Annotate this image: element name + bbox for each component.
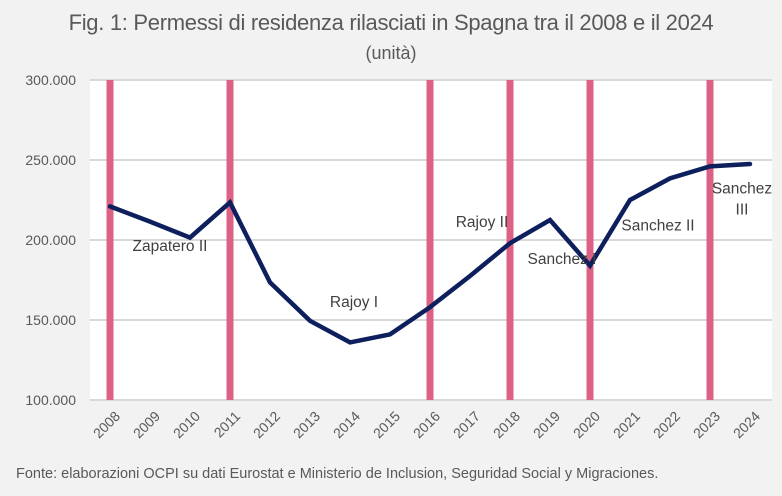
x-tick-label: 2016	[410, 408, 443, 441]
annotation-label: Rajoy I	[330, 294, 378, 311]
x-tick-label: 2020	[570, 408, 603, 441]
marker-line-2016	[426, 80, 434, 400]
y-tick-label: 200.000	[25, 232, 76, 248]
marker-line-2023	[706, 80, 714, 400]
annotation-label: III	[736, 201, 749, 218]
government-change-markers	[106, 80, 714, 400]
annotations: Zapatero II Rajoy I Rajoy II Sanchez I Sanch…	[133, 181, 773, 312]
x-tick-label: 2024	[730, 408, 763, 441]
x-tick-label: 2023	[690, 408, 723, 441]
y-tick-label: 300.000	[25, 72, 76, 88]
marker-line-2018	[506, 80, 514, 400]
y-axis: 100.000 150.000 200.000 250.000 300.000	[25, 72, 76, 408]
y-tick-label: 100.000	[25, 392, 76, 408]
y-tick-label: 150.000	[25, 312, 76, 328]
x-tick-label: 2021	[610, 408, 643, 441]
x-tick-label: 2018	[490, 408, 523, 441]
x-tick-label: 2019	[530, 408, 563, 441]
x-tick-label: 2008	[90, 408, 123, 441]
x-tick-label: 2009	[130, 408, 163, 441]
annotation-label: Sanchez	[712, 181, 772, 198]
x-tick-label: 2015	[370, 408, 403, 441]
series	[107, 161, 753, 345]
x-tick-label: 2022	[650, 408, 683, 441]
annotation-label: Zapatero II	[133, 238, 208, 255]
x-tick-label: 2012	[250, 408, 283, 441]
annotation-label: Sanchez I	[528, 251, 597, 268]
x-axis: 2008 2009 2010 2011 2012 2013 2014 2015 2016 2017…	[90, 408, 763, 441]
x-tick-label: 2017	[450, 408, 483, 441]
x-tick-label: 2013	[290, 408, 323, 441]
source-note: Fonte: elaborazioni OCPI su dati Eurosta…	[16, 466, 659, 482]
x-tick-label: 2011	[211, 408, 244, 441]
annotation-label: Rajoy II	[456, 214, 509, 231]
x-tick-label: 2014	[330, 408, 363, 441]
chart-title: Fig. 1: Permessi di residenza rilasciati…	[68, 10, 714, 35]
marker-line-2008	[106, 80, 114, 400]
x-tick-label: 2010	[170, 408, 203, 441]
chart-subtitle: (unità)	[365, 43, 417, 63]
marker-line-2011	[226, 80, 234, 400]
y-tick-label: 250.000	[25, 152, 76, 168]
marker-line-2020	[586, 80, 594, 400]
annotation-label: Sanchez II	[621, 217, 694, 234]
